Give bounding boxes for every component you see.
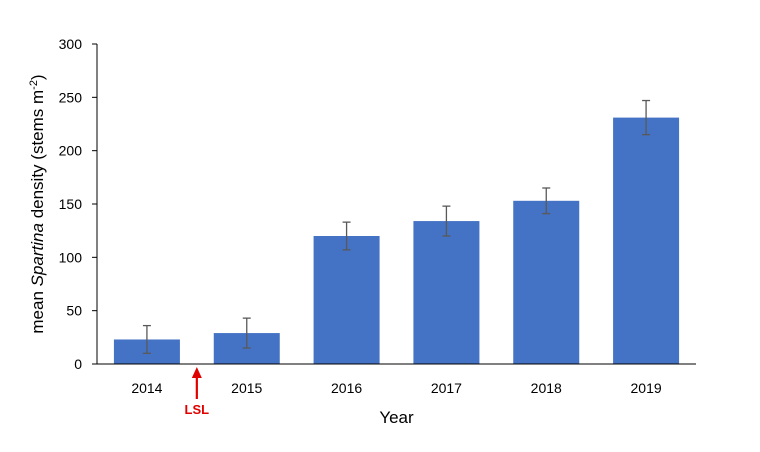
- y-axis-title-italic: Spartina: [28, 223, 47, 286]
- error-bar-group: [142, 99, 651, 354]
- annotation-label: LSL: [185, 402, 210, 417]
- x-tick-label-2016: 2016: [331, 380, 362, 396]
- bar-2018: [513, 200, 580, 364]
- axes-group: [92, 43, 696, 365]
- bar-group: [113, 117, 680, 364]
- x-axis-title: Year: [379, 408, 414, 427]
- y-axis-title-suffix: density (stems m: [28, 90, 47, 223]
- y-tick-label-100: 100: [59, 249, 83, 265]
- y-axis-title: mean Spartina density (stems m-2): [28, 74, 47, 333]
- y-tick-label-150: 150: [59, 196, 83, 212]
- y-axis-title-close: ): [28, 74, 47, 80]
- bar-2016: [313, 236, 380, 364]
- x-tick-label-2015: 2015: [231, 380, 262, 396]
- y-tick-label-0: 0: [74, 356, 82, 372]
- y-tick-label-50: 50: [66, 303, 82, 319]
- y-axis-title-prefix: mean: [28, 286, 47, 333]
- x-tick-labels: 2014 2015 2016 2017 2018 2019: [131, 380, 662, 396]
- x-tick-label-2019: 2019: [631, 380, 662, 396]
- y-tick-label-250: 250: [59, 89, 83, 105]
- bar-2017: [413, 221, 480, 364]
- x-tick-label-2018: 2018: [531, 380, 562, 396]
- x-tick-label-2017: 2017: [431, 380, 462, 396]
- bar-2019: [613, 117, 680, 364]
- y-tick-label-200: 200: [59, 143, 83, 159]
- y-tick-label-300: 300: [59, 36, 83, 52]
- x-tick-label-2014: 2014: [131, 380, 162, 396]
- lsl-annotation: LSL: [185, 367, 210, 417]
- y-axis-title-superscript: -2: [28, 80, 40, 90]
- annotation-arrow-head: [191, 367, 202, 378]
- y-tick-labels: 0 50 100 150 200 250 300: [59, 36, 83, 372]
